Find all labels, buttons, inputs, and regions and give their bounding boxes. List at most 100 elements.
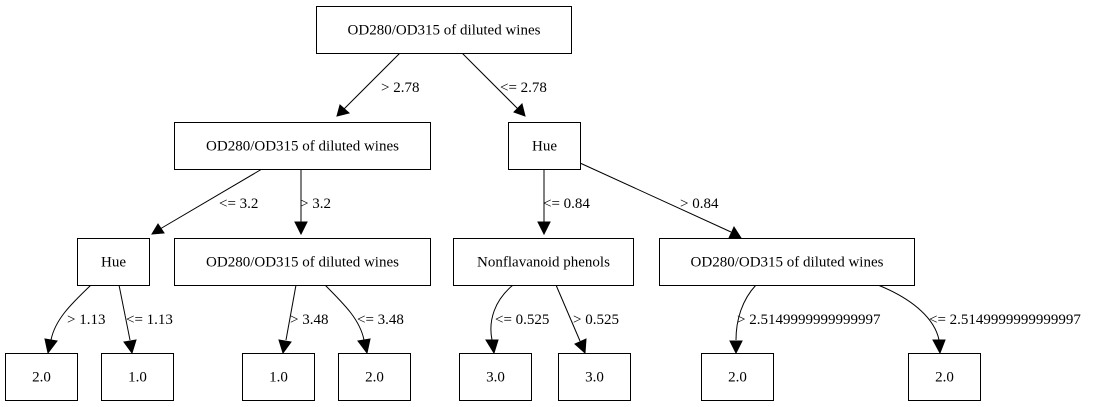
node-label: 2.0 <box>365 370 384 386</box>
edge-label: <= 2.5149999999999997 <box>929 312 1081 328</box>
edge-line <box>461 52 520 111</box>
edge-label: > 0.525 <box>573 312 619 328</box>
node-box <box>338 353 411 401</box>
arrowhead-icon <box>574 338 587 355</box>
decision-node-n_ll: Hue <box>77 238 150 286</box>
decision-node-n_lr: OD280/OD315 of diluted wines <box>174 238 431 286</box>
node-box <box>908 353 981 401</box>
arrowhead-icon <box>485 339 499 355</box>
edge-n_ll-leaf1: > 1.13 <box>44 284 105 355</box>
edge-label: > 2.78 <box>381 80 419 96</box>
leaf-node-leaf2: 1.0 <box>101 353 174 401</box>
node-box <box>701 353 774 401</box>
node-label: Hue <box>101 255 126 271</box>
node-box <box>174 238 431 286</box>
edge-label: <= 0.84 <box>543 196 590 212</box>
node-box <box>77 238 150 286</box>
edge-label: > 1.13 <box>67 312 105 328</box>
edge-line <box>159 168 263 230</box>
node-label: 2.0 <box>935 370 954 386</box>
leaf-node-leaf3: 1.0 <box>242 353 315 401</box>
node-label: 2.0 <box>32 370 51 386</box>
arrowhead-icon <box>357 338 371 355</box>
node-label: 1.0 <box>128 370 147 386</box>
edge-n_lr-leaf4: <= 3.48 <box>324 284 404 355</box>
edge-n_l-n_lr: > 3.2 <box>294 169 331 236</box>
edge-label: > 3.48 <box>290 312 328 328</box>
arrowhead-icon <box>151 223 165 235</box>
edge-line <box>877 284 940 341</box>
arrowhead-icon <box>294 221 308 236</box>
edge-n_lr-leaf3: > 3.48 <box>278 284 328 355</box>
node-label: OD280/OD315 of diluted wines <box>206 139 399 155</box>
edge-n_r-n_rr: > 0.84 <box>579 162 742 239</box>
edge-n_ll-leaf2: <= 1.13 <box>118 284 173 355</box>
node-label: Nonflavanoid phenols <box>477 255 610 271</box>
arrowhead-icon <box>123 339 137 355</box>
leaf-node-leaf5: 3.0 <box>459 353 532 401</box>
decision-node-n_r: Hue <box>508 122 581 170</box>
edge-line <box>50 284 92 341</box>
leaf-node-leaf8: 2.0 <box>908 353 981 401</box>
edge-label: > 3.2 <box>300 196 331 212</box>
edge-label: <= 3.2 <box>219 196 258 212</box>
decision-node-n_rr: OD280/OD315 of diluted wines <box>659 238 915 286</box>
edge-line <box>342 52 401 111</box>
decision-node-n_l: OD280/OD315 of diluted wines <box>174 122 431 170</box>
node-box <box>101 353 174 401</box>
arrowhead-icon <box>537 221 551 236</box>
node-box <box>5 353 78 401</box>
edge-label: > 0.84 <box>680 196 719 212</box>
node-label: OD280/OD315 of diluted wines <box>691 255 884 271</box>
node-label: 1.0 <box>269 370 288 386</box>
edge-n_rl-leaf6: > 0.525 <box>555 284 619 355</box>
edge-n_l-n_ll: <= 3.2 <box>151 168 263 235</box>
arrowhead-icon <box>728 225 742 239</box>
node-box <box>558 353 631 401</box>
edge-label: <= 0.525 <box>495 312 549 328</box>
leaf-node-leaf7: 2.0 <box>701 353 774 401</box>
node-box <box>508 122 581 170</box>
leaf-node-leaf6: 3.0 <box>558 353 631 401</box>
edge-line <box>579 162 732 233</box>
edge-line <box>490 284 514 341</box>
node-label: 3.0 <box>486 370 505 386</box>
arrowhead-icon <box>278 339 292 355</box>
node-label: OD280/OD315 of diluted wines <box>206 255 399 271</box>
node-label: Hue <box>532 139 557 155</box>
arrowhead-icon <box>44 338 58 355</box>
node-box <box>316 6 572 54</box>
edge-line <box>735 284 757 341</box>
node-box <box>453 238 634 286</box>
edge-line <box>324 284 365 341</box>
decision-node-n_rl: Nonflavanoid phenols <box>453 238 634 286</box>
node-box <box>459 353 532 401</box>
arrowhead-icon <box>513 103 526 117</box>
edge-n_rr-leaf8: <= 2.5149999999999997 <box>877 284 1081 355</box>
edge-n_r-n_rl: <= 0.84 <box>537 169 590 236</box>
edge-n_rl-leaf5: <= 0.525 <box>485 284 549 355</box>
edge-label: <= 3.48 <box>357 312 404 328</box>
node-box <box>174 122 431 170</box>
edge-n_rr-leaf7: > 2.5149999999999997 <box>729 284 881 355</box>
edge-root-n_l: > 2.78 <box>336 52 419 117</box>
edge-line <box>555 284 581 342</box>
arrowhead-icon <box>729 340 743 355</box>
leaf-node-leaf1: 2.0 <box>5 353 78 401</box>
edge-line <box>118 284 131 341</box>
edge-line <box>285 284 297 341</box>
node-label: OD280/OD315 of diluted wines <box>348 23 541 39</box>
decision-node-root: OD280/OD315 of diluted wines <box>316 6 572 54</box>
arrowhead-icon <box>336 104 351 117</box>
node-box <box>242 353 315 401</box>
node-label: 3.0 <box>585 370 604 386</box>
arrowhead-icon <box>932 339 946 355</box>
node-label: 2.0 <box>728 370 747 386</box>
edge-root-n_r: <= 2.78 <box>461 52 547 117</box>
node-box <box>659 238 915 286</box>
leaf-node-leaf4: 2.0 <box>338 353 411 401</box>
edge-label: > 2.5149999999999997 <box>737 312 881 328</box>
edge-label: <= 2.78 <box>500 80 547 96</box>
edge-label: <= 1.13 <box>126 312 173 328</box>
